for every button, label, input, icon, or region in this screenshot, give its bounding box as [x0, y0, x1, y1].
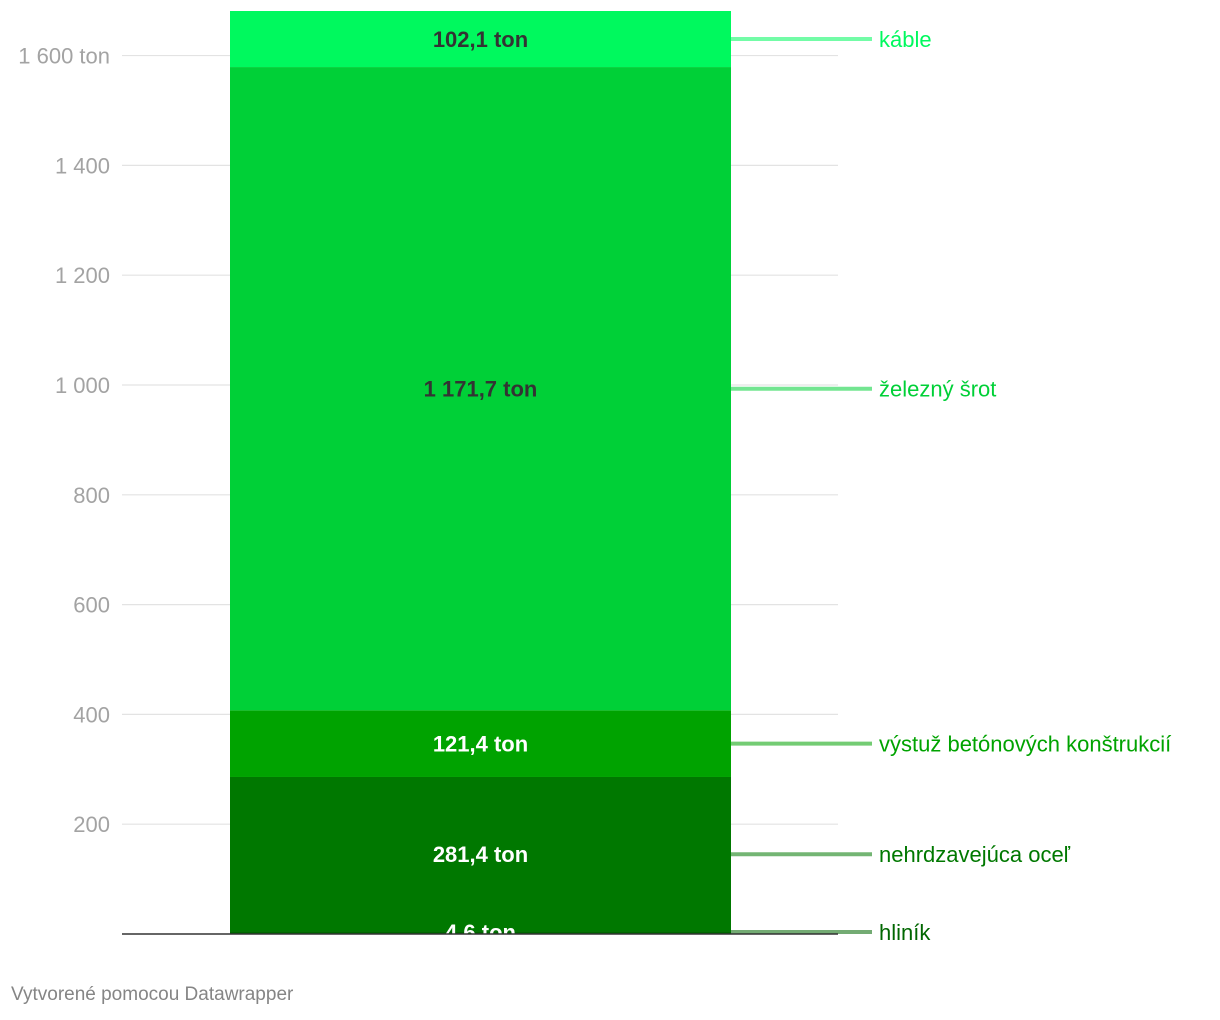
y-tick-label: 600	[73, 593, 110, 618]
y-tick-label: 400	[73, 702, 110, 727]
bar-segment	[230, 710, 731, 777]
legend-connectors	[731, 37, 872, 934]
value-labels: 4,6 ton 281,4 ton 121,4 ton 1 171,7 ton 102,…	[424, 27, 538, 945]
stacked-bar-chart: 200 400 600 800 1 000 1 200 1 400 1 600 ton hli…	[18, 11, 1171, 945]
value-label: 281,4 ton	[433, 842, 528, 867]
value-label: 102,1 ton	[433, 27, 528, 52]
y-tick-label: 1 400	[55, 153, 110, 178]
y-tick-label: 200	[73, 812, 110, 837]
footer-credit: Vytvorené pomocou Datawrapper	[11, 984, 294, 1005]
legend-labels: hliník nehrdzavejúca oceľ výstuž betónovýc…	[879, 27, 1171, 945]
legend-label: železný šrot	[879, 377, 996, 402]
y-tick-label: 1 000	[55, 373, 110, 398]
legend-label: výstuž betónových konštrukcií	[879, 732, 1171, 757]
bar-segment	[230, 11, 731, 68]
legend-label: nehrdzavejúca oceľ	[879, 842, 1071, 867]
y-tick-label: 800	[73, 483, 110, 508]
bar-segment	[230, 67, 731, 711]
legend-label: hliník	[879, 920, 931, 945]
value-label: 4,6 ton	[445, 920, 516, 945]
bar-segment	[230, 776, 731, 932]
y-axis: 200 400 600 800 1 000 1 200 1 400 1 600 ton	[18, 44, 110, 838]
bar-segments	[230, 11, 731, 934]
value-label: 1 171,7 ton	[424, 377, 538, 402]
bar-segment	[230, 931, 731, 934]
value-label: 121,4 ton	[433, 732, 528, 757]
y-tick-label: 1 200	[55, 263, 110, 288]
legend-label: káble	[879, 27, 932, 52]
y-tick-label: 1 600 ton	[18, 44, 110, 69]
